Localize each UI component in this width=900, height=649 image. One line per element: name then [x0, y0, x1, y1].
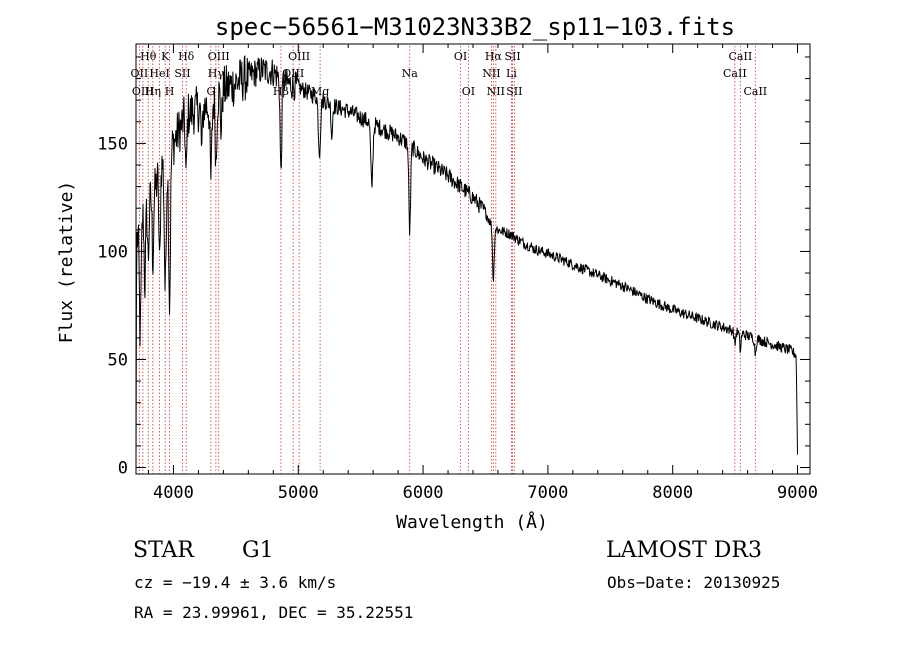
y-tick-label: 50 [108, 350, 128, 370]
marker-label: CaII [743, 85, 767, 98]
y-axis-label: Flux (relative) [56, 181, 77, 344]
y-tick-label: 100 [97, 242, 128, 262]
marker-label: Mg [311, 85, 329, 98]
x-tick-label: 4000 [153, 483, 194, 503]
y-tick-label: 150 [97, 134, 128, 154]
coordinates-text: RA = 23.99961, DEC = 35.22551 [134, 603, 414, 622]
marker-label: OII [131, 67, 149, 80]
marker-label: OIII [208, 50, 230, 63]
classification-label: STAR [133, 538, 194, 563]
marker-label: OIII [288, 50, 310, 63]
marker-label: Hα [485, 50, 503, 63]
marker-label: OI [454, 50, 467, 63]
marker-label: Na [402, 67, 419, 80]
marker-label: NII [482, 67, 500, 80]
marker-label: OI [462, 85, 475, 98]
survey-label: LAMOST DR3 [606, 538, 762, 563]
x-tick-label: 5000 [278, 483, 319, 503]
marker-label: Hθ [140, 50, 157, 63]
x-axis-label: Wavelength (Å) [396, 511, 548, 533]
marker-label: SII [506, 85, 522, 98]
marker-label: Li [506, 67, 517, 80]
y-tick-label: 0 [118, 459, 128, 479]
marker-label: CaII [723, 67, 747, 80]
marker-label: CaII [729, 50, 753, 63]
x-tick-label: 7000 [527, 483, 568, 503]
marker-label: NII [487, 85, 505, 98]
plot-frame [135, 43, 811, 475]
marker-label: HeI [149, 67, 169, 80]
marker-lines [138, 46, 756, 474]
x-tick-label: 6000 [403, 483, 444, 503]
redshift-text: cz = −19.4 ± 3.6 km/s [134, 573, 337, 592]
x-tick-label: 9000 [777, 483, 818, 503]
marker-label: G [206, 85, 215, 98]
spectrum-line [135, 55, 798, 468]
marker-label: Hγ [208, 67, 225, 80]
x-tick-label: 8000 [652, 483, 693, 503]
marker-label: H [165, 85, 175, 98]
marker-label: OIII [132, 85, 154, 98]
marker-label: OIII [282, 67, 304, 80]
obs-date-text: Obs−Date: 20130925 [607, 573, 781, 592]
subclass-label: G1 [242, 538, 274, 563]
marker-label: Hβ [273, 85, 289, 98]
marker-label: K [161, 50, 170, 63]
chart-title: spec−56561−M31023N33B2_sp11−103.fits [215, 13, 735, 41]
marker-label: Hη [145, 85, 161, 98]
marker-label: SII [504, 50, 520, 63]
axis-ticks: 4000 5000 6000 7000 8000 9000 0 50 100 150 [97, 44, 818, 503]
marker-label: SII [174, 67, 190, 80]
marker-label: Hδ [178, 50, 195, 63]
